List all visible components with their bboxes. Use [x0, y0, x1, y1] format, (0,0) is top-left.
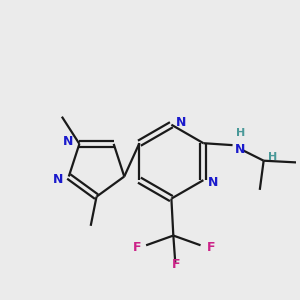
Text: F: F: [172, 258, 181, 271]
Text: N: N: [235, 142, 245, 155]
Text: F: F: [206, 241, 215, 254]
Text: F: F: [133, 241, 141, 254]
Text: H: H: [268, 152, 277, 162]
Text: H: H: [236, 128, 246, 139]
Text: N: N: [63, 136, 74, 148]
Text: N: N: [176, 116, 187, 129]
Text: N: N: [52, 173, 63, 186]
Text: N: N: [208, 176, 219, 189]
